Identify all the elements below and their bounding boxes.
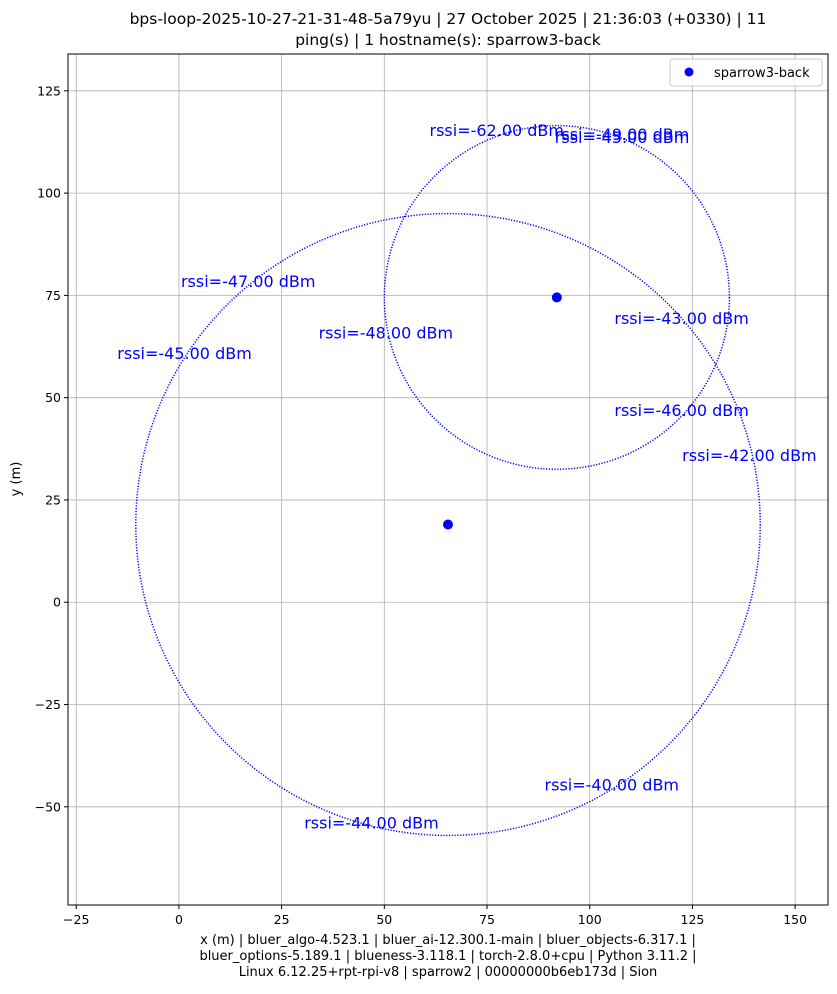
data-point (443, 519, 453, 530)
y-tick-label: 100 (37, 186, 61, 201)
legend-marker (684, 67, 694, 77)
legend: sparrow3-back (669, 58, 823, 87)
y-tick-label: 0 (53, 595, 61, 610)
y-tick-label: 50 (45, 390, 61, 405)
x-tick-label: −25 (63, 912, 89, 927)
rssi-annotation: rssi=-47.00 dBm (181, 272, 315, 291)
plot-frame (67, 53, 829, 906)
x-tick-label: 50 (376, 912, 392, 927)
legend-label: sparrow3-back (714, 66, 810, 81)
rssi-annotation: rssi=-46.00 dBm (614, 401, 748, 420)
rssi-annotation: rssi=-44.00 dBm (304, 813, 438, 832)
x-axis-label-line-1: x (m) | bluer_algo-4.523.1 | bluer_ai-12… (200, 933, 696, 948)
x-tick-label: 125 (681, 912, 705, 927)
x-tick-label: 25 (274, 912, 290, 927)
x-axis-label-line-2: bluer_options-5.189.1 | blueness-3.118.1… (199, 949, 696, 964)
chart-title-line-2: ping(s) | 1 hostname(s): sparrow3-back (295, 31, 601, 49)
rssi-annotation: rssi=-42.00 dBm (682, 446, 816, 465)
rssi-annotation: rssi=-48.00 dBm (319, 323, 453, 342)
y-axis-ticks: −50 −25 0 25 50 75 100 125 (35, 83, 68, 814)
legend-box (669, 58, 823, 87)
data-point (551, 292, 562, 303)
x-axis-ticks: −25 0 25 50 75 100 125 150 (63, 905, 807, 927)
x-tick-label: 150 (783, 912, 807, 927)
y-tick-label: −50 (35, 799, 61, 814)
chart-title-line-1: bps-loop-2025-10-27-21-31-48-5a79yu | 27… (130, 10, 767, 28)
grid (68, 54, 828, 905)
data-points (443, 292, 562, 530)
rssi-annotation: rssi=-49.00 dBm (555, 125, 689, 144)
range-circle (383, 124, 731, 471)
rssi-annotation: rssi=-62.00 dBm (430, 121, 564, 140)
x-axis-label-line-3: Linux 6.12.25+rpt-rpi-v8 | sparrow2 | 00… (239, 965, 658, 980)
rssi-annotation: rssi=-45.00 dBm (555, 128, 689, 147)
rssi-annotation: rssi=-45.00 dBm (117, 344, 251, 363)
y-axis-label: y (m) (9, 462, 24, 497)
x-tick-label: 75 (479, 912, 495, 927)
rssi-annotation: rssi=-40.00 dBm (545, 775, 679, 794)
y-tick-label: 25 (45, 492, 61, 507)
y-tick-label: 125 (37, 83, 61, 98)
rssi-annotation: rssi=-43.00 dBm (614, 309, 748, 328)
x-tick-label: 0 (175, 912, 183, 927)
x-tick-label: 100 (578, 912, 602, 927)
y-tick-label: 75 (45, 288, 61, 303)
y-tick-label: −25 (35, 697, 61, 712)
range-circles (135, 124, 761, 837)
range-circle (135, 212, 761, 837)
